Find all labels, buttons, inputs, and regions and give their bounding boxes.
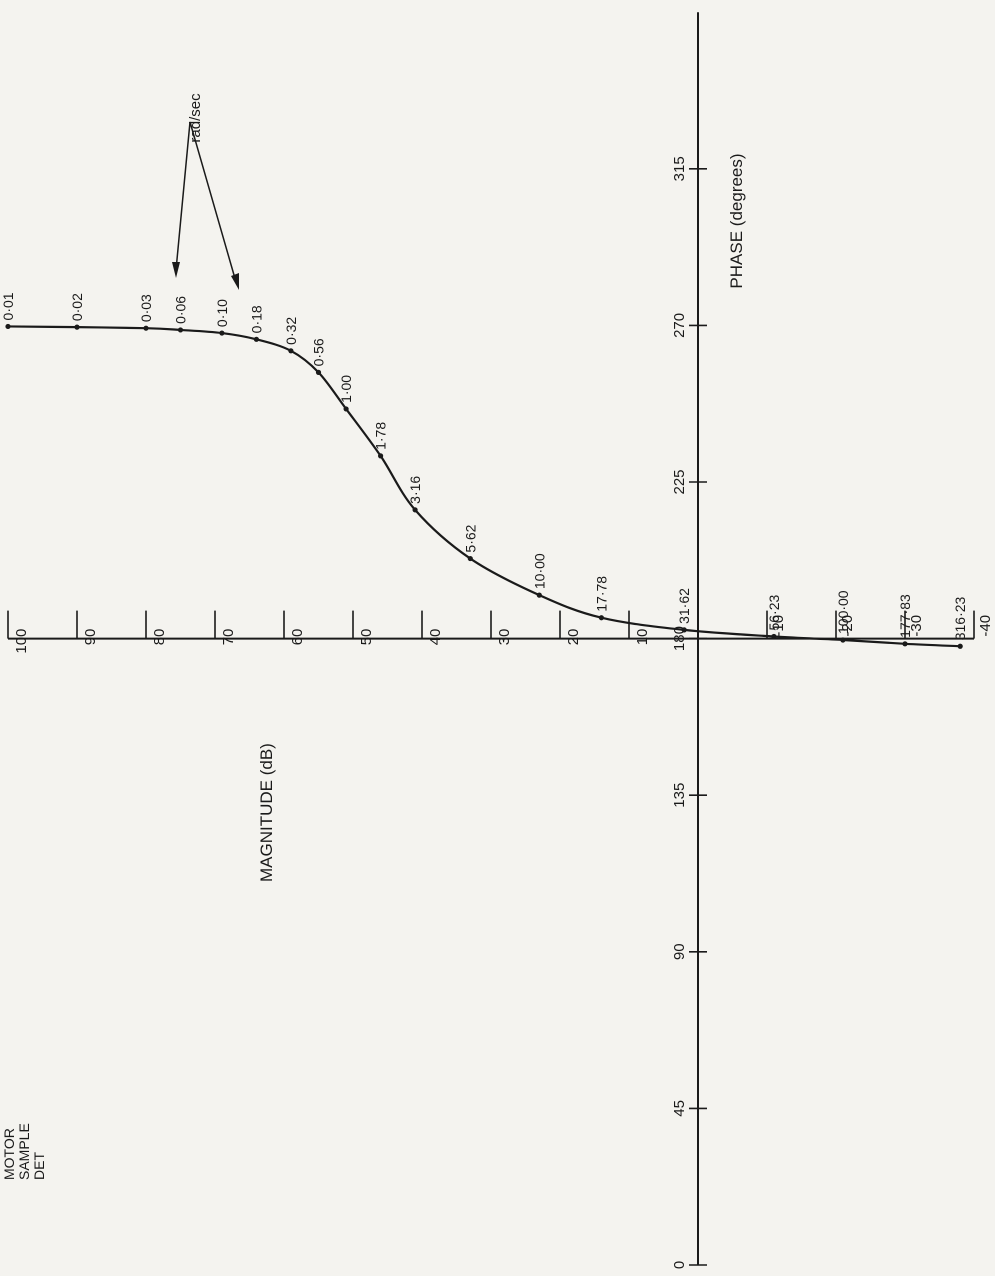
data-point xyxy=(74,324,80,330)
phase-tick-label: 225 xyxy=(671,469,688,494)
data-point xyxy=(467,555,473,562)
magnitude-tick-label: 30 xyxy=(496,629,513,646)
frequency-label: 31·62 xyxy=(676,588,692,624)
data-point xyxy=(219,330,225,336)
magnitude-tick-label: -20 xyxy=(839,615,856,637)
data-point xyxy=(143,325,149,331)
magnitude-tick-label: 20 xyxy=(565,629,582,646)
frequency-label: 316·23 xyxy=(952,596,968,640)
data-point xyxy=(343,406,349,412)
magnitude-tick-label: 90 xyxy=(82,629,99,646)
data-point xyxy=(315,369,322,375)
annotation-arrow xyxy=(175,121,191,271)
data-point xyxy=(771,633,777,640)
phase-axis-title: PHASE (degrees) xyxy=(727,153,746,288)
data-point xyxy=(5,323,11,330)
frequency-label: 0·01 xyxy=(0,292,16,320)
phase-tick-label: 90 xyxy=(671,943,688,960)
frequency-label: 17·78 xyxy=(593,576,609,612)
annotation-arrow xyxy=(189,121,237,283)
phase-tick-label: 135 xyxy=(671,783,688,808)
magnitude-tick-label: -30 xyxy=(908,615,925,637)
magnitude-tick-label: 100 xyxy=(13,629,30,654)
annotation-arrowhead xyxy=(231,273,239,290)
magnitude-tick-label: 40 xyxy=(427,629,444,646)
phase-tick-label: 0 xyxy=(671,1261,688,1269)
data-point xyxy=(536,592,542,598)
frequency-label: 5·62 xyxy=(462,524,478,552)
frequency-label: 3·16 xyxy=(407,476,423,504)
annotation-line-2: SAMPLE xyxy=(16,1123,32,1180)
data-point xyxy=(681,627,687,633)
annotation-line-1: MOTOR xyxy=(1,1128,17,1180)
phase-tick-label: 315 xyxy=(671,156,688,181)
frequency-label: 0·32 xyxy=(283,317,299,345)
phase-tick-label: 270 xyxy=(671,313,688,338)
magnitude-tick-label: 60 xyxy=(289,629,306,646)
corner-annotation: MOTOR SAMPLE DET xyxy=(1,1123,47,1180)
frequency-label: 1·78 xyxy=(373,422,389,450)
frequency-label: 10·00 xyxy=(531,553,547,589)
data-point xyxy=(957,643,963,649)
unit-label: rad/sec xyxy=(187,93,204,143)
data-point xyxy=(378,453,384,459)
phase-tick-label: 45 xyxy=(671,1100,688,1117)
frequency-label: 0·02 xyxy=(69,293,85,321)
magnitude-axis-title: MAGNITUDE (dB) xyxy=(257,743,276,882)
magnitude-tick-label: 50 xyxy=(358,629,375,646)
annotation-line-3: DET xyxy=(31,1152,47,1180)
frequency-label: 0·03 xyxy=(138,294,154,322)
frequency-label: 0·06 xyxy=(173,296,189,324)
frequency-label: 100·00 xyxy=(835,590,851,634)
data-point xyxy=(598,615,605,621)
magnitude-tick-label: -40 xyxy=(977,615,994,637)
magnitude-tick-label: -10 xyxy=(770,615,787,637)
series-curve xyxy=(7,325,961,648)
data-point xyxy=(412,507,418,513)
annotation-arrowhead xyxy=(172,262,180,278)
frequency-label: 0·56 xyxy=(311,338,327,366)
magnitude-tick-label: 10 xyxy=(634,629,651,646)
data-point xyxy=(288,348,294,354)
data-point xyxy=(253,336,259,342)
frequency-label: 177·83 xyxy=(897,594,913,638)
magnitude-tick-label: 70 xyxy=(220,629,237,646)
data-point xyxy=(902,641,908,647)
magnitude-tick-label: 80 xyxy=(151,629,168,646)
frequency-label: 0·10 xyxy=(214,299,230,327)
frequency-label: 0·18 xyxy=(248,305,264,333)
frequency-label: 56·23 xyxy=(766,594,782,630)
data-point xyxy=(177,327,184,333)
data-point xyxy=(840,637,846,643)
frequency-label: 1·00 xyxy=(338,375,354,403)
